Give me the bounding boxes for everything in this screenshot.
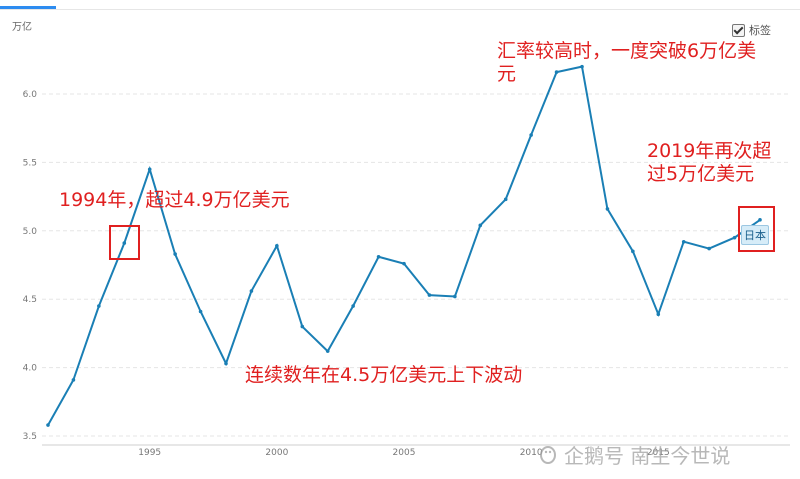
x-tick-label: 2010 bbox=[520, 448, 543, 458]
annotation-1994: 1994年，超过4.9万亿美元 bbox=[59, 189, 290, 211]
data-point[interactable] bbox=[351, 304, 355, 308]
data-point[interactable] bbox=[656, 312, 661, 317]
data-point[interactable] bbox=[376, 254, 381, 259]
data-point[interactable] bbox=[732, 235, 737, 240]
x-tick-label: 2000 bbox=[265, 448, 288, 458]
legend-checkbox[interactable] bbox=[732, 23, 745, 37]
grid-lines bbox=[42, 93, 790, 446]
data-point[interactable] bbox=[631, 249, 635, 254]
x-tick-label: 2015 bbox=[647, 448, 670, 458]
data-point[interactable] bbox=[503, 197, 508, 202]
data-point[interactable] bbox=[427, 293, 432, 297]
y-axis-unit: 万亿 bbox=[12, 22, 32, 33]
annotation-peak-line1: 汇率较高时，一度突破6万亿美 bbox=[497, 40, 757, 62]
watermark: 企鹅号 南生今世说 bbox=[538, 440, 730, 469]
series-label-japan: 日本 bbox=[741, 225, 769, 245]
annotation-2019-line2: 过5万亿美元 bbox=[647, 163, 755, 185]
data-point[interactable] bbox=[605, 207, 610, 211]
data-point[interactable] bbox=[758, 218, 762, 222]
watermark-text: 企鹅号 南生今世说 bbox=[564, 444, 731, 468]
x-tick-labels: 1995 2000 2005 2010 2015 bbox=[138, 448, 669, 458]
data-point[interactable] bbox=[453, 294, 457, 299]
data-point[interactable] bbox=[122, 241, 127, 245]
y-tick-label: 4.5 bbox=[23, 295, 37, 305]
y-tick-label: 6.0 bbox=[23, 90, 38, 100]
annotation-fluctuation: 连续数年在4.5万亿美元上下波动 bbox=[245, 364, 523, 386]
data-point[interactable] bbox=[681, 239, 686, 244]
penguin-logo-icon bbox=[540, 445, 556, 464]
data-point[interactable] bbox=[198, 309, 203, 314]
data-point[interactable] bbox=[325, 349, 330, 353]
y-tick-label: 3.5 bbox=[23, 432, 37, 442]
data-point[interactable] bbox=[580, 64, 584, 69]
data-point[interactable] bbox=[300, 324, 305, 329]
data-point[interactable] bbox=[478, 223, 483, 228]
y-tick-label: 5.5 bbox=[23, 158, 37, 168]
data-point[interactable] bbox=[707, 246, 711, 251]
legend-label: 标签 bbox=[749, 24, 771, 37]
annotation-peak: 汇率较高时，一度突破6万亿美 元 bbox=[497, 40, 756, 86]
series-points bbox=[46, 64, 762, 427]
data-point[interactable] bbox=[529, 133, 533, 137]
x-tick-label: 2005 bbox=[393, 448, 416, 458]
legend[interactable]: 标签 bbox=[732, 22, 771, 38]
y-tick-label: 5.0 bbox=[23, 227, 38, 237]
data-point[interactable] bbox=[249, 289, 254, 293]
data-point[interactable] bbox=[224, 361, 228, 366]
data-point[interactable] bbox=[554, 70, 559, 74]
top-tab-bar bbox=[0, 0, 800, 10]
data-point[interactable] bbox=[173, 252, 177, 256]
x-tick-label: 1995 bbox=[138, 448, 161, 458]
annotation-2019: 2019年再次超 过5万亿美元 bbox=[647, 140, 771, 186]
data-point[interactable] bbox=[402, 261, 406, 266]
highlight-box-2019 bbox=[738, 206, 775, 252]
y-tick-labels: 3.5 4.0 4.5 5.0 5.5 6.0 bbox=[23, 90, 38, 442]
y-tick-label: 4.0 bbox=[23, 364, 38, 374]
data-point[interactable] bbox=[71, 378, 76, 382]
active-tab-indicator[interactable] bbox=[0, 6, 56, 9]
data-point[interactable] bbox=[147, 167, 152, 172]
annotation-2019-line1: 2019年再次超 bbox=[647, 140, 772, 162]
data-point[interactable] bbox=[275, 244, 279, 248]
highlight-box-1994 bbox=[109, 225, 140, 260]
data-point[interactable] bbox=[97, 304, 101, 308]
data-point[interactable] bbox=[46, 423, 50, 427]
annotation-peak-line2: 元 bbox=[497, 63, 517, 85]
